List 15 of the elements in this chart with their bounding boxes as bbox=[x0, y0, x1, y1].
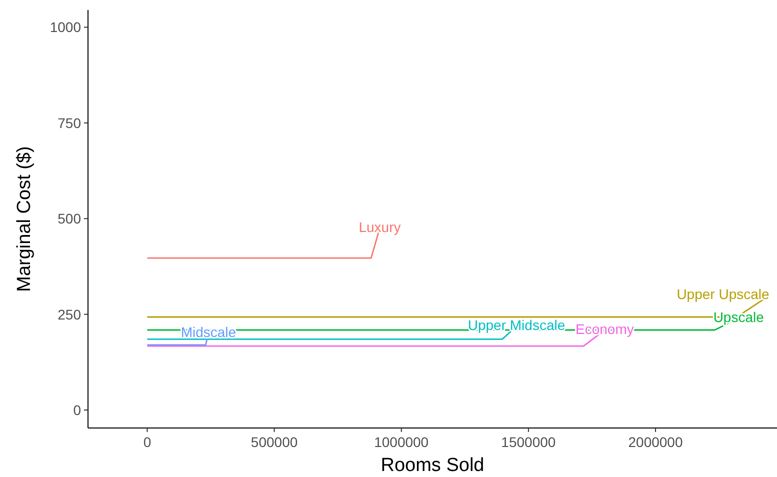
y-tick-label: 250 bbox=[58, 306, 82, 322]
x-tick-label: 0 bbox=[143, 434, 152, 450]
x-tick-label: 1000000 bbox=[374, 434, 429, 450]
x-tick-label: 2000000 bbox=[628, 434, 683, 450]
series-label: Upper Midscale bbox=[468, 317, 566, 334]
x-tick-label: 500000 bbox=[250, 434, 298, 450]
series-label: Upper Upscale bbox=[676, 286, 770, 302]
y-tick-label: 500 bbox=[58, 210, 82, 227]
y-tick-label: 1000 bbox=[50, 19, 82, 36]
y-tick-label: 750 bbox=[58, 114, 82, 131]
series-label: Luxury bbox=[358, 219, 401, 236]
y-tick-label: 0 bbox=[73, 402, 82, 418]
x-axis-title: Rooms Sold bbox=[380, 455, 484, 476]
y-axis-title: Marginal Cost ($) bbox=[14, 146, 35, 292]
x-tick-label: 1500000 bbox=[501, 434, 556, 450]
